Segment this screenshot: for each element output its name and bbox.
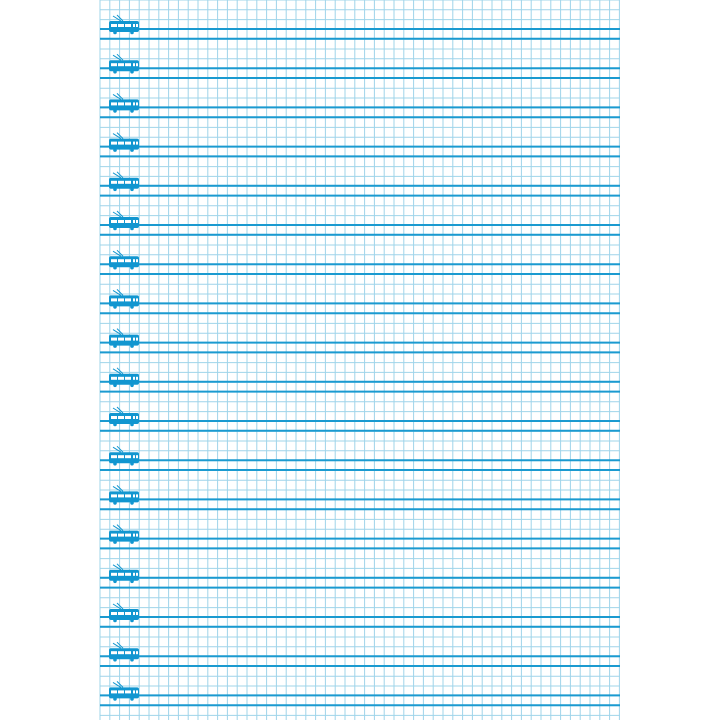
trolleybus-icon bbox=[109, 602, 139, 623]
trolleybus-icon bbox=[109, 14, 139, 35]
trolleybus-icon bbox=[109, 524, 139, 544]
trolleybus-icon bbox=[109, 328, 139, 348]
trolleybus-icon bbox=[109, 641, 139, 662]
trolleybus-icon bbox=[109, 210, 139, 231]
trolleybus-icon bbox=[109, 485, 139, 505]
trolleybus-icon bbox=[109, 367, 139, 388]
trolleybus-icon bbox=[109, 681, 139, 701]
trolleybus-icon bbox=[109, 406, 139, 427]
trolleybus-icon bbox=[109, 445, 139, 466]
trolleybus-icon bbox=[109, 289, 139, 309]
trolleybus-icon bbox=[109, 53, 139, 74]
trolleybus-icon bbox=[109, 93, 139, 113]
trolleybus-icon bbox=[109, 171, 139, 192]
trolleybus-icon bbox=[109, 563, 139, 584]
trolleybus-icon bbox=[109, 249, 139, 270]
trolleybus-icon bbox=[109, 132, 139, 152]
